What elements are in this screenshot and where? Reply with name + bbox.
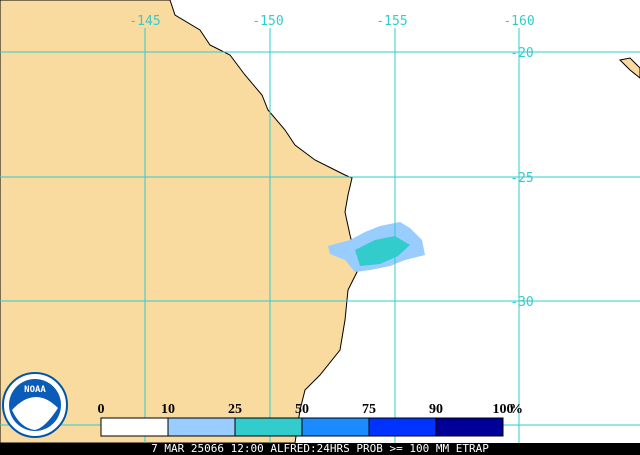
labels: -145 -150 -155 -160 -20 -25 -30 bbox=[129, 14, 534, 310]
island bbox=[618, 57, 640, 79]
legend-tick-label: 100 bbox=[493, 402, 514, 417]
longitude-label: -155 bbox=[376, 14, 407, 29]
footer-bar bbox=[0, 443, 640, 455]
noaa-logo: NOAA bbox=[2, 372, 68, 438]
legend-swatch bbox=[167, 417, 236, 437]
probability-core bbox=[355, 236, 410, 266]
longitude-label: -145 bbox=[129, 14, 160, 29]
legend-swatch bbox=[435, 417, 504, 437]
legend-unit: % bbox=[509, 402, 523, 417]
latitude-label: -25 bbox=[510, 171, 533, 186]
legend-swatch bbox=[301, 417, 370, 437]
legend-tick-label: 90 bbox=[429, 402, 443, 417]
latitude-label: -20 bbox=[510, 46, 533, 61]
legend-swatch bbox=[234, 417, 303, 437]
legend-tick-label: 10 bbox=[161, 402, 175, 417]
legend-swatch bbox=[368, 417, 437, 437]
legend-tick-label: 0 bbox=[98, 402, 105, 417]
legend-tick-label: 50 bbox=[295, 402, 309, 417]
longitude-label: -160 bbox=[503, 14, 534, 29]
legend-tick-label: 75 bbox=[362, 402, 376, 417]
legend: 0 10 25 50 75 90 100% bbox=[98, 402, 523, 437]
legend-tick-label: 25 bbox=[228, 402, 242, 417]
footer-text: 7 MAR 25066 12:00 ALFRED:24HRS PROB >= 1… bbox=[151, 442, 489, 455]
logo-text: NOAA bbox=[24, 385, 46, 395]
logo-gull bbox=[12, 396, 58, 430]
latitude-label: -30 bbox=[510, 295, 533, 310]
longitude-label: -150 bbox=[252, 14, 283, 29]
legend-swatch bbox=[100, 417, 169, 437]
